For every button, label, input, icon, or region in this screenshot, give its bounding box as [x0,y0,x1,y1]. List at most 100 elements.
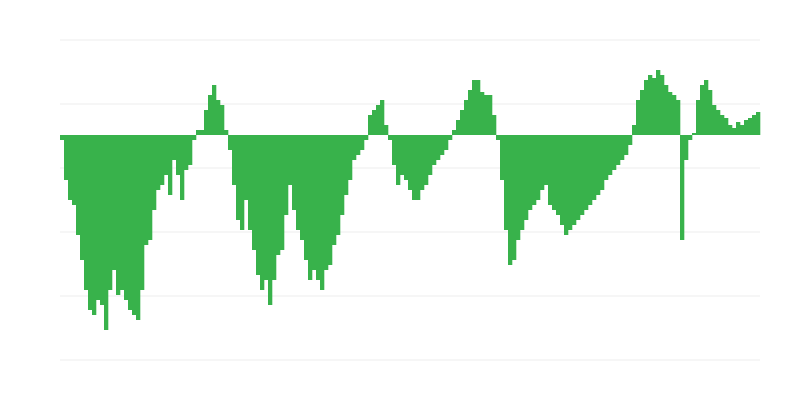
bar [172,135,177,160]
bar [280,135,285,250]
bar [348,135,353,180]
bar [308,135,313,280]
bar [284,135,289,215]
bar [496,135,501,140]
bar [100,135,105,305]
bar [704,80,709,135]
bar [312,135,317,270]
bar [376,105,381,135]
bar [324,135,329,270]
bar [452,130,457,135]
bar [464,100,469,135]
bar [128,135,133,310]
bar [112,135,117,270]
bar [316,135,321,280]
bar [356,135,361,155]
bar [492,115,497,135]
bar [364,135,369,140]
bar [520,135,525,230]
bar [604,135,609,180]
bar [652,78,657,135]
bar [416,135,421,200]
bar [228,135,233,150]
bar [344,135,349,195]
bar [132,135,137,315]
bar [116,135,121,295]
bar [472,80,477,135]
bar [252,135,257,250]
bar [584,135,589,210]
bar [220,105,225,135]
bar [564,135,569,235]
bar [444,135,449,150]
bar [480,92,485,135]
bar [516,135,521,240]
bar [556,135,561,215]
bar [548,135,553,205]
bar [528,135,533,210]
bar [240,135,245,230]
bar [532,135,537,205]
bar [688,135,693,140]
bar [176,135,181,175]
bars [60,70,761,330]
bar [700,85,705,135]
bar [408,135,413,190]
bar [268,135,273,305]
bar [684,135,689,160]
bar [276,135,281,255]
bar [76,135,81,235]
bar [204,110,209,135]
bar [144,135,149,245]
bar [568,135,573,230]
bar [256,135,261,275]
bar [436,135,441,160]
bar [404,135,409,180]
bar [372,110,377,135]
bar [80,135,85,260]
bar [744,120,749,135]
bar [148,135,153,240]
bar [448,135,453,140]
bar [620,135,625,160]
bar [664,85,669,135]
bar [392,135,397,165]
bar [628,135,633,145]
bar [336,135,341,235]
bar [476,80,481,135]
bar [296,135,301,230]
bar [668,92,673,135]
bar [396,135,401,185]
bar [536,135,541,200]
bar [248,135,253,230]
bar [60,135,65,140]
bar [412,135,417,200]
bar [160,135,165,185]
bar [164,135,169,175]
bar [600,135,605,190]
bar [340,135,345,215]
bar [580,135,585,215]
bar [680,135,685,240]
bar [136,135,141,320]
bar [460,110,465,135]
bar [640,90,645,135]
bar [184,135,189,170]
bar [740,125,745,135]
bar [88,135,93,310]
bar [736,122,741,135]
bar [196,130,201,135]
bar [332,135,337,245]
bar [576,135,581,220]
bar [264,135,269,280]
bar [216,100,221,135]
bar [672,95,677,135]
bar [440,135,445,155]
bar [456,120,461,135]
bar [708,90,713,135]
bar [624,135,629,155]
bar [124,135,129,300]
bar [236,135,241,220]
bar [500,135,505,180]
bar [468,90,473,135]
